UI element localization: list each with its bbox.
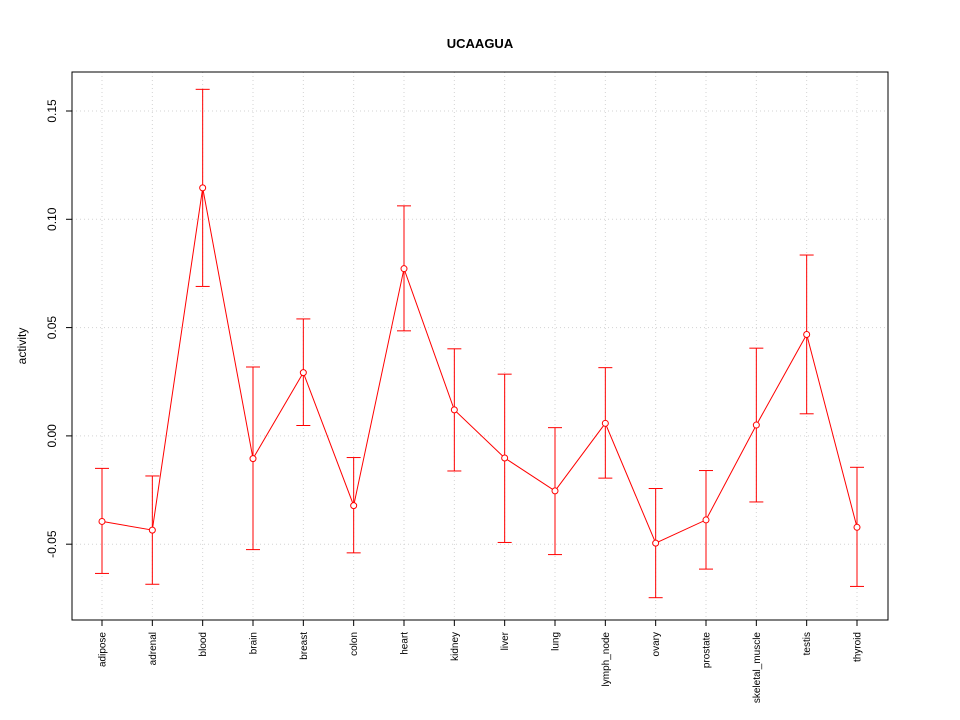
x-tick-label: liver [500,631,511,650]
x-tick-label: testis [802,632,813,655]
data-point [299,369,307,377]
data-point [350,502,358,510]
series-layer [95,88,864,599]
grid-layer [72,72,888,620]
data-point [501,454,509,462]
data-point [98,517,106,525]
x-tick-label: prostate [702,632,713,669]
x-tick-label: adipose [98,632,109,667]
x-tick-label: lung [551,632,562,651]
data-point [853,523,861,531]
plot-frame [71,71,889,621]
x-tick-label: lymph_node [601,632,612,687]
axes-layer: -0.05 0.00 0.05 0.10 0.15 adipose adrenal blood… [45,99,864,703]
data-point [702,516,710,524]
data-point [148,526,156,534]
data-point [199,184,207,192]
data-point [400,265,408,273]
x-tick-label: thyroid [853,632,864,662]
x-tick-label: colon [349,632,360,656]
data-point [450,406,458,414]
data-point [752,421,760,429]
y-tick-label: 0.00 [45,424,59,448]
chart-title: UCAAGUA [447,36,514,51]
x-tick-label: ovary [651,632,662,656]
x-tick-label: adrenal [148,632,159,665]
y-tick-label: 0.05 [45,316,59,340]
y-axis-label: activity [15,328,29,365]
x-tick-label: breast [299,632,310,660]
series-line [101,187,858,544]
data-point [551,487,559,495]
x-tick-label: brain [249,632,260,654]
y-tick-label: 0.10 [45,207,59,231]
data-point [652,539,660,547]
y-tick-label: 0.15 [45,99,59,123]
data-point [249,455,257,463]
x-tick-label: kidney [450,632,461,661]
x-tick-label: heart [400,632,411,655]
x-tick-label: blood [198,632,209,656]
data-point [803,331,811,339]
y-tick-label: -0.05 [45,530,59,558]
data-point [601,419,609,427]
x-tick-label: skeletal_muscle [752,632,763,704]
